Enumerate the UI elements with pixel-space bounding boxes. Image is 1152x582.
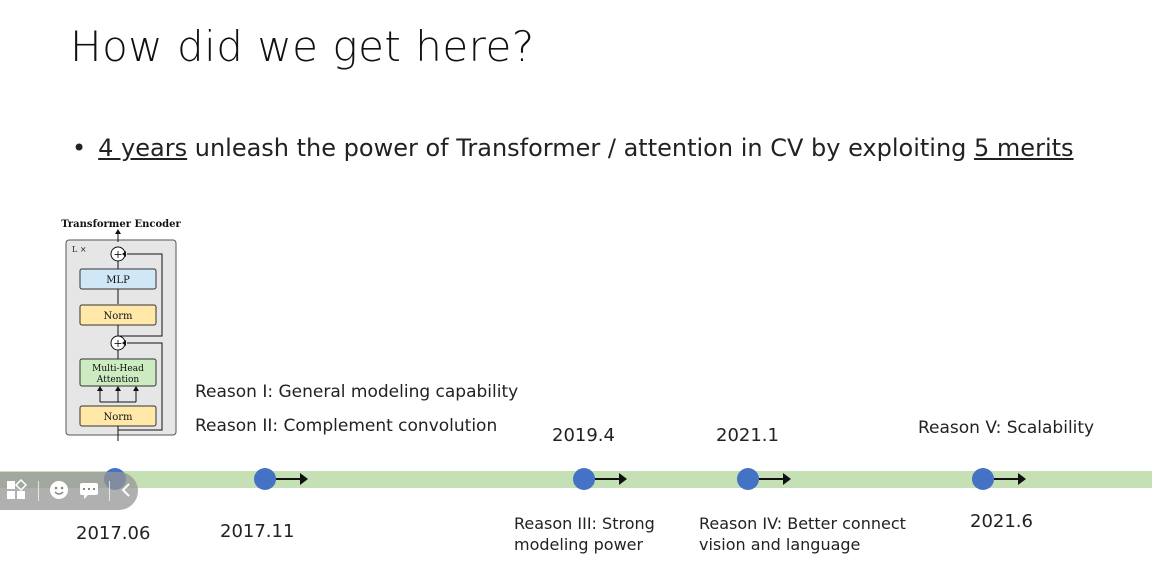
bullet-marker: • [72, 134, 87, 162]
timeline-node-2017-11 [254, 468, 276, 490]
mlp-label: MLP [106, 275, 130, 286]
underlined-merits: 5 merits [974, 134, 1074, 162]
emoji-icon[interactable] [49, 480, 69, 503]
date-2021-1: 2021.1 [716, 425, 779, 446]
toolbar-divider [109, 481, 110, 501]
reason-5: Reason V: Scalability [918, 418, 1095, 438]
reason-3: Reason III: Strong modeling power [514, 513, 655, 555]
timeline-node-2021-1 [737, 468, 759, 490]
mha-label-line1: Multi-Head [92, 364, 144, 374]
timeline-node-2019-4 [573, 468, 595, 490]
date-2021-6: 2021.6 [970, 511, 1033, 532]
reason-4: Reason IV: Better connect vision and lan… [699, 513, 906, 555]
diagram-title: Transformer Encoder [61, 219, 181, 230]
date-2019-4: 2019.4 [552, 425, 615, 446]
reason-1: Reason I: General modeling capability [195, 382, 519, 402]
reason-3-line1: Reason III: Strong [514, 514, 655, 533]
timeline-arrow-2019-4 [595, 473, 627, 485]
timeline-arrow-2021-1 [759, 473, 791, 485]
reason-4-line2: vision and language [699, 535, 861, 554]
timeline-arrow-2021-6 [994, 473, 1026, 485]
add-symbol-middle: + [113, 337, 122, 350]
repeat-label: L × [72, 245, 87, 254]
mha-label-line2: Attention [96, 375, 140, 385]
add-symbol-top: + [113, 248, 122, 261]
bullet-body: unleash the power of Transformer / atten… [187, 134, 975, 162]
underlined-years: 4 years [98, 134, 188, 162]
bullet-point: • 4 years unleash the power of Transforme… [72, 134, 1074, 162]
presentation-toolbar [0, 472, 138, 510]
timeline-arrow-2017-11 [276, 473, 308, 485]
norm-label-top: Norm [103, 311, 133, 322]
back-icon[interactable] [120, 480, 132, 503]
transformer-encoder-diagram: Transformer Encoder L × + MLP Norm + Mul… [61, 219, 182, 441]
timeline-node-2021-6 [972, 468, 994, 490]
chat-icon[interactable] [79, 480, 99, 503]
slide-title: How did we get here? [70, 22, 535, 71]
norm-label-bottom: Norm [103, 412, 133, 423]
grid-icon[interactable] [6, 478, 28, 504]
date-2017-06: 2017.06 [76, 523, 151, 544]
reason-3-line2: modeling power [514, 535, 644, 554]
reason-4-line1: Reason IV: Better connect [699, 514, 906, 533]
reason-2: Reason II: Complement convolution [195, 416, 498, 436]
toolbar-divider [38, 481, 39, 501]
date-2017-11: 2017.11 [220, 521, 295, 542]
